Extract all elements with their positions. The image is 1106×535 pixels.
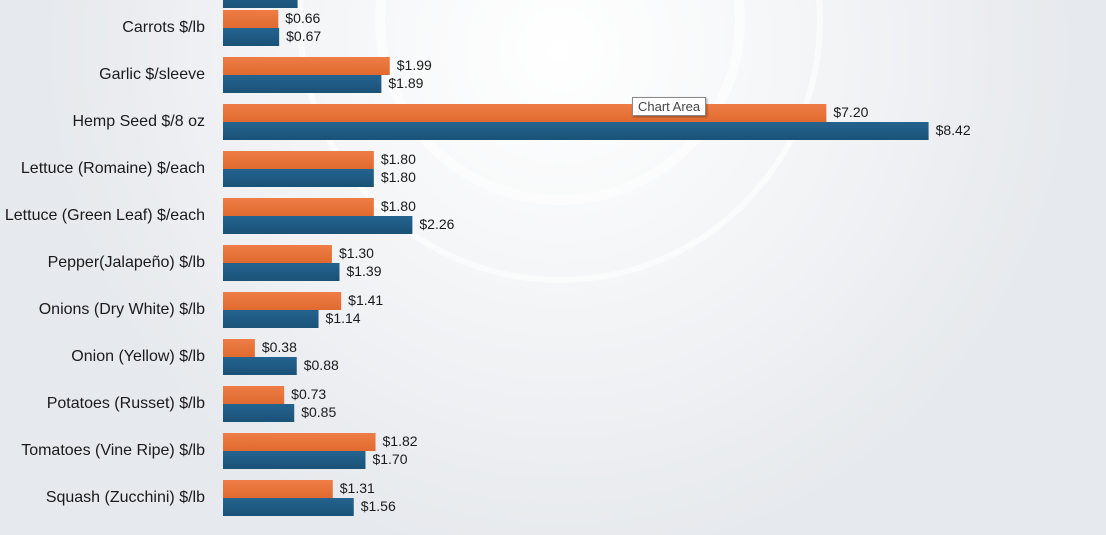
bar-series-2[interactable] <box>223 28 280 46</box>
data-label: $1.89 <box>388 75 423 91</box>
bar-series-2[interactable] <box>223 451 366 469</box>
data-label: $1.31 <box>340 480 375 496</box>
bar-series-1[interactable] <box>223 104 827 122</box>
data-label: $1.99 <box>397 57 432 73</box>
data-label: $1.56 <box>361 498 396 514</box>
bar-series-2[interactable] <box>223 122 929 140</box>
chart-area-tooltip: Chart Area <box>632 97 707 116</box>
data-label: $0.66 <box>285 10 320 26</box>
category-label: Potatoes (Russet) $/lb <box>47 395 205 412</box>
bar-series-1[interactable] <box>223 480 333 498</box>
data-label: $8.42 <box>936 122 971 138</box>
bar-series-1[interactable] <box>223 10 279 28</box>
bar-series-1[interactable] <box>223 292 342 310</box>
category-label: Onion (Yellow) $/lb <box>71 348 205 365</box>
data-label: $1.80 <box>381 151 416 167</box>
category-label: Pepper(Jalapeño) $/lb <box>48 254 206 271</box>
data-label: $1.30 <box>339 245 374 261</box>
bar-series-2[interactable] <box>223 310 319 328</box>
category-label: Squash (Zucchini) $/lb <box>46 489 205 506</box>
data-label: $1.41 <box>348 292 383 308</box>
data-label: $1.80 <box>381 169 416 185</box>
bar-series-2[interactable] <box>223 357 297 375</box>
data-label: $0.38 <box>262 339 297 355</box>
data-label: $0.88 <box>304 357 339 373</box>
data-label: $1.82 <box>383 433 418 449</box>
bar-series-2[interactable] <box>223 75 382 93</box>
bar-series-1[interactable] <box>223 151 374 169</box>
bar-series-2[interactable] <box>223 404 295 422</box>
data-label: $7.20 <box>833 104 868 120</box>
bar-series-1[interactable] <box>223 245 332 263</box>
bar-series-2[interactable] <box>223 263 340 281</box>
bar-series-1[interactable] <box>223 386 285 404</box>
bar-series-1[interactable] <box>223 339 255 357</box>
data-label: $0.73 <box>291 386 326 402</box>
bar-series-1[interactable] <box>223 198 374 216</box>
category-label: Onions (Dry White) $/lb <box>39 301 205 318</box>
bar-series-1[interactable] <box>223 433 376 451</box>
category-label: Tomatoes (Vine Ripe) $/lb <box>21 442 205 459</box>
data-label: $1.70 <box>372 451 407 467</box>
category-label: Lettuce (Green Leaf) $/each <box>5 207 205 224</box>
data-label: $1.14 <box>326 310 361 326</box>
data-label: $1.80 <box>381 198 416 214</box>
category-label: Garlic $/sleeve <box>99 66 205 83</box>
category-label: Lettuce (Romaine) $/each <box>21 160 205 177</box>
category-label: Hemp Seed $/8 oz <box>72 113 205 130</box>
data-label: $1.39 <box>346 263 381 279</box>
bar-series-2[interactable] <box>223 498 354 516</box>
labels-layer: Carrots $/lb $0.66 $0.67 Garlic $/sleeve $1.… <box>5 10 971 514</box>
bar-partial-previous[interactable] <box>223 0 298 8</box>
category-label: Carrots $/lb <box>122 19 205 36</box>
bar-series-2[interactable] <box>223 216 413 234</box>
bar-series-1[interactable] <box>223 57 390 75</box>
background-rings <box>297 0 823 283</box>
data-label: $2.26 <box>419 216 454 232</box>
bar-series-2[interactable] <box>223 169 374 187</box>
data-label: $0.85 <box>301 404 336 420</box>
data-label: $0.67 <box>286 28 321 44</box>
